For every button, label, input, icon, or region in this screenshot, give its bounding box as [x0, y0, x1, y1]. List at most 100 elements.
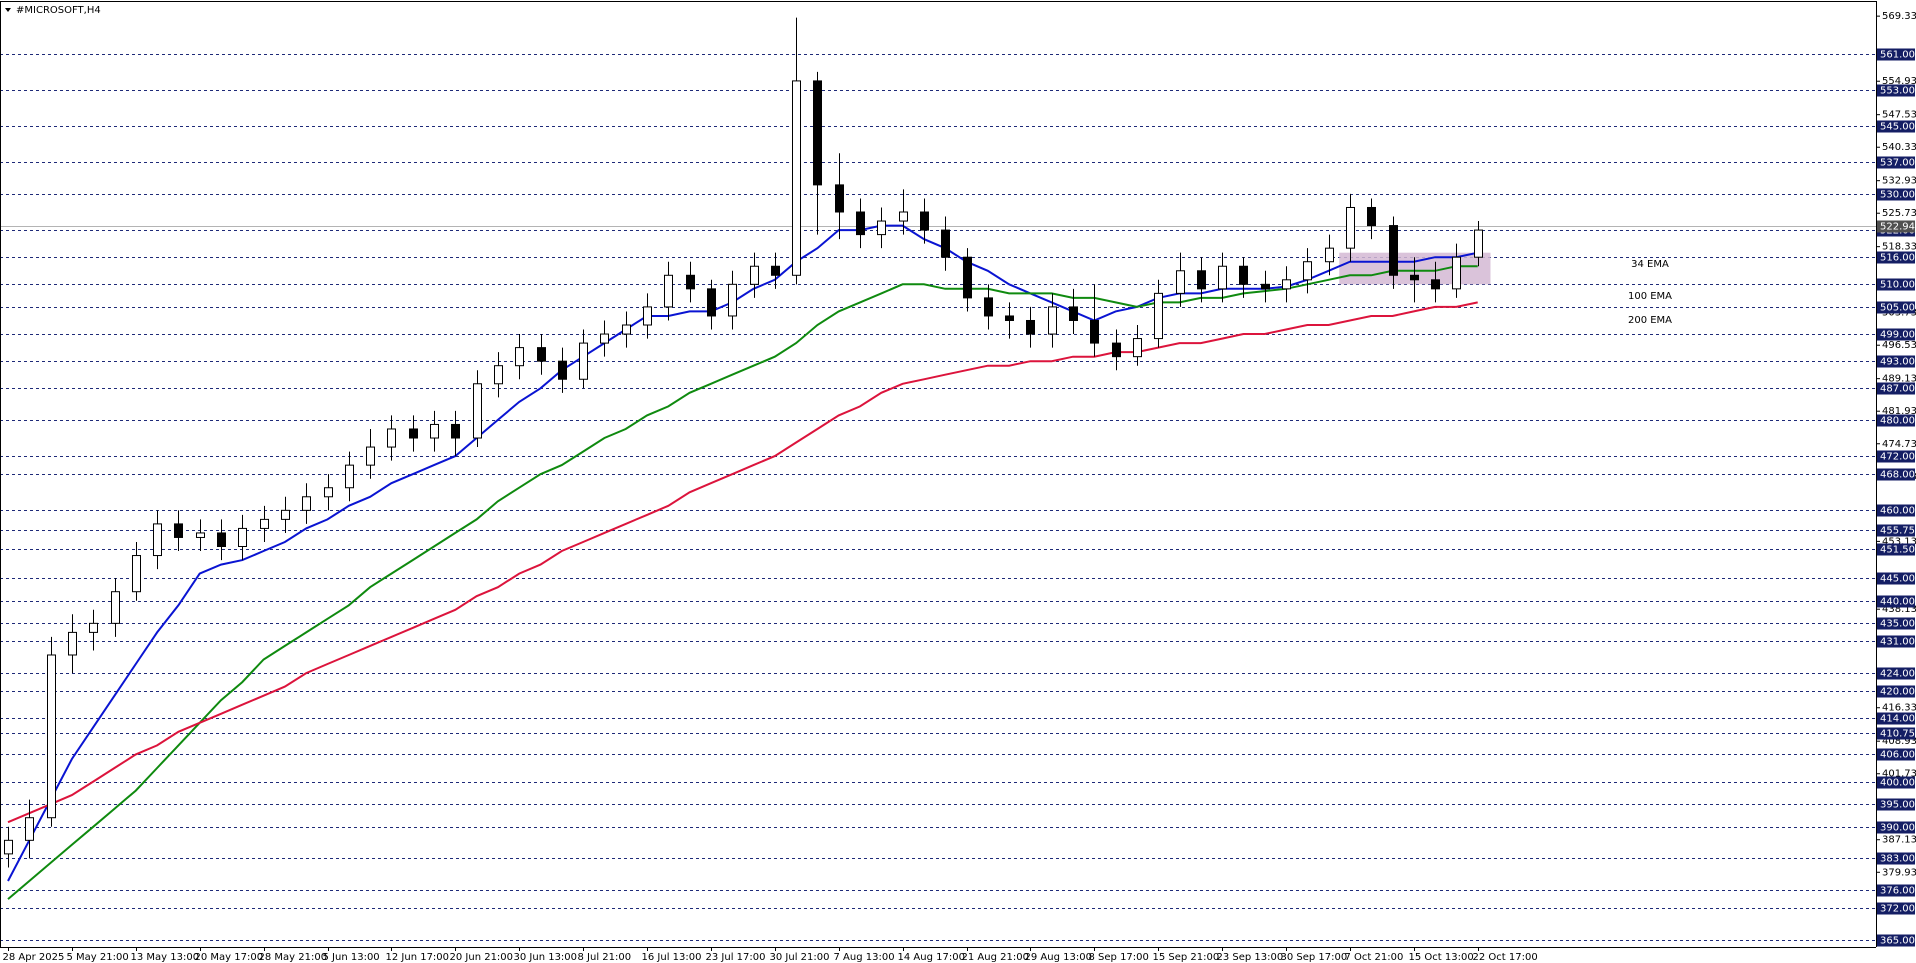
y-tick-label: 481.93: [1882, 406, 1916, 417]
candle-body: [473, 383, 482, 439]
level-label: 445.00: [1880, 574, 1915, 585]
level-label: 431.00: [1880, 637, 1915, 648]
y-tick-label: 547.53: [1882, 110, 1916, 121]
level-label-box: [1877, 685, 1915, 698]
candle-body: [366, 446, 375, 466]
candle-body: [856, 211, 865, 236]
candle-body: [25, 817, 34, 841]
candle-body: [217, 532, 226, 548]
level-label: 451.50: [1880, 545, 1915, 556]
candle-body: [515, 347, 524, 367]
candle-body: [47, 654, 56, 819]
candle-body: [1112, 342, 1121, 358]
y-tick-label: 387.13: [1882, 835, 1916, 846]
candle-body: [1133, 338, 1142, 358]
level-label-box: [1877, 595, 1915, 608]
candle-body: [1197, 270, 1206, 290]
x-tick-label: 15 Oct 13:00: [1409, 952, 1474, 963]
level-label-box: [1877, 748, 1915, 761]
level-label: 499.00: [1880, 330, 1915, 341]
candle-body: [941, 229, 950, 258]
y-tick-label: 379.93: [1882, 867, 1916, 878]
x-tick-label: 16 Jul 13:00: [642, 952, 702, 963]
level-label: 553.00: [1880, 86, 1915, 97]
level-label: 383.00: [1880, 854, 1915, 865]
level-label-box: [1877, 667, 1915, 680]
level-label: 468.00: [1880, 470, 1915, 481]
candle-body: [1239, 265, 1248, 285]
candle-body: [89, 622, 98, 633]
level-label-box: [1877, 821, 1915, 834]
level-label-box: [1877, 328, 1915, 341]
candle-body: [643, 306, 652, 326]
candle-body: [1282, 279, 1291, 290]
title-icon[interactable]: [5, 8, 11, 12]
candle-body: [579, 342, 588, 380]
candle-body: [1026, 319, 1035, 335]
x-tick-label: 8 Sep 17:00: [1089, 952, 1149, 963]
x-tick-label: 30 Sep 17:00: [1281, 952, 1348, 963]
level-label: 516.00: [1880, 253, 1915, 264]
level-label-box: [1877, 884, 1915, 897]
candle-body: [1005, 315, 1014, 321]
candle-body: [1474, 229, 1483, 258]
level-label-box: [1877, 617, 1915, 630]
x-tick-label: 14 Aug 17:00: [898, 952, 965, 963]
level-label-box: [1877, 504, 1915, 517]
candle-body: [387, 428, 396, 448]
ema-label: 200 EMA: [1628, 315, 1672, 326]
candle-body: [1325, 247, 1334, 263]
x-tick-label: 12 Jun 17:00: [386, 952, 450, 963]
candle-body: [494, 365, 503, 385]
level-label: 510.00: [1880, 280, 1915, 291]
level-label: 530.00: [1880, 190, 1915, 201]
y-tick-label: 518.33: [1882, 242, 1916, 253]
y-tick-label: 554.93: [1882, 76, 1916, 87]
candle-body: [174, 523, 183, 538]
ema-line: [7, 224, 1478, 882]
candle-body: [111, 591, 120, 624]
level-label: 561.00: [1880, 50, 1915, 61]
x-tick-label: 13 May 13:00: [131, 952, 200, 963]
candle-body: [451, 423, 460, 439]
candle-body: [238, 527, 247, 548]
x-tick-label: 8 Jul 21:00: [578, 952, 632, 963]
y-tick-label: 416.33: [1882, 703, 1916, 714]
level-label-box: [1877, 524, 1915, 537]
candle-body: [260, 518, 269, 529]
candle-body: [963, 256, 972, 299]
x-tick-label: 7 Aug 13:00: [834, 952, 895, 963]
candle-body: [1176, 270, 1185, 294]
level-label: 395.00: [1880, 800, 1915, 811]
level-label-box: [1877, 798, 1915, 811]
level-label: 493.00: [1880, 357, 1915, 368]
candle-body: [1261, 283, 1270, 290]
candle-body: [281, 509, 290, 520]
level-label: 440.00: [1880, 597, 1915, 608]
level-label: 487.00: [1880, 384, 1915, 395]
level-label: 424.00: [1880, 669, 1915, 680]
level-label-box: [1877, 84, 1915, 97]
y-tick-label: 525.73: [1882, 208, 1916, 219]
candle-body: [813, 80, 822, 186]
y-tick-label: 438.13: [1882, 604, 1916, 615]
candle-body: [1431, 279, 1440, 290]
level-label: 480.00: [1880, 416, 1915, 427]
x-tick-label: 28 May 21:00: [259, 952, 328, 963]
level-label: 545.00: [1880, 122, 1915, 133]
level-label-box: [1877, 934, 1915, 947]
level-label: 537.00: [1880, 158, 1915, 169]
x-tick-label: 20 May 17:00: [195, 952, 264, 963]
candle-body: [622, 324, 631, 335]
last-price-label: 522.94: [1880, 222, 1915, 233]
level-label: 410.75: [1880, 729, 1915, 740]
candle-body: [600, 333, 609, 344]
last-price-box: [1877, 220, 1915, 233]
level-label-box: [1877, 543, 1915, 556]
candle-layer: [4, 17, 1483, 868]
x-tick-label: 23 Jul 17:00: [706, 952, 766, 963]
candle-body: [153, 523, 162, 557]
level-label-box: [1877, 727, 1915, 740]
